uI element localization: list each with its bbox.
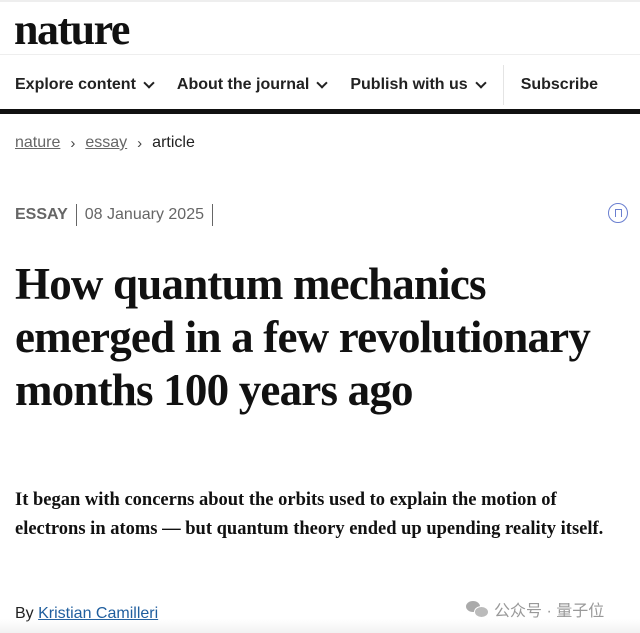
top-border: [0, 0, 640, 2]
article-meta: ESSAY 08 January 2025: [15, 204, 221, 226]
chevron-down-icon: [143, 77, 155, 89]
bottom-fade: [0, 619, 640, 633]
chevron-right-icon: ›: [70, 134, 76, 152]
divider: [211, 204, 213, 226]
publish-date: 08 January 2025: [84, 206, 204, 223]
wechat-icon: [466, 601, 489, 618]
byline: By Kristian Camilleri: [15, 605, 158, 623]
divider: [0, 54, 640, 55]
nav-about-journal[interactable]: About the journal: [176, 76, 329, 94]
watermark-text: 公众号 · 量子位: [494, 603, 605, 620]
article-type: ESSAY: [15, 206, 68, 223]
breadcrumb-nature[interactable]: nature: [15, 134, 61, 151]
article-standfirst: It began with concerns about the orbits …: [15, 490, 604, 539]
nav-explore-content[interactable]: Explore content: [15, 76, 155, 94]
watermark: 公众号 · 量子位: [466, 597, 604, 621]
main-nav: Explore content About the journal Publis…: [0, 64, 640, 106]
article-title: How quantum mechanics emerged in a few r…: [15, 259, 591, 415]
breadcrumb: nature › essay › article: [15, 134, 195, 152]
nav-divider: [502, 65, 504, 105]
chevron-down-icon: [475, 77, 487, 89]
subscribe-link[interactable]: Subscribe: [520, 76, 599, 93]
author-link[interactable]: Kristian Camilleri: [38, 605, 159, 622]
bookmark-icon[interactable]: [608, 203, 628, 223]
nav-label: Explore content: [15, 76, 136, 93]
nav-label: About the journal: [176, 76, 310, 93]
byline-prefix: By: [15, 605, 34, 622]
chevron-down-icon: [316, 77, 329, 89]
breadcrumb-current: article: [152, 134, 195, 151]
breadcrumb-essay[interactable]: essay: [85, 134, 128, 151]
nav-label: Publish with us: [350, 76, 468, 93]
divider: [75, 204, 77, 226]
header-bar: [0, 109, 640, 114]
nav-publish[interactable]: Publish with us: [350, 76, 487, 94]
chevron-right-icon: ›: [137, 134, 143, 152]
nature-logo[interactable]: nature: [14, 5, 130, 54]
